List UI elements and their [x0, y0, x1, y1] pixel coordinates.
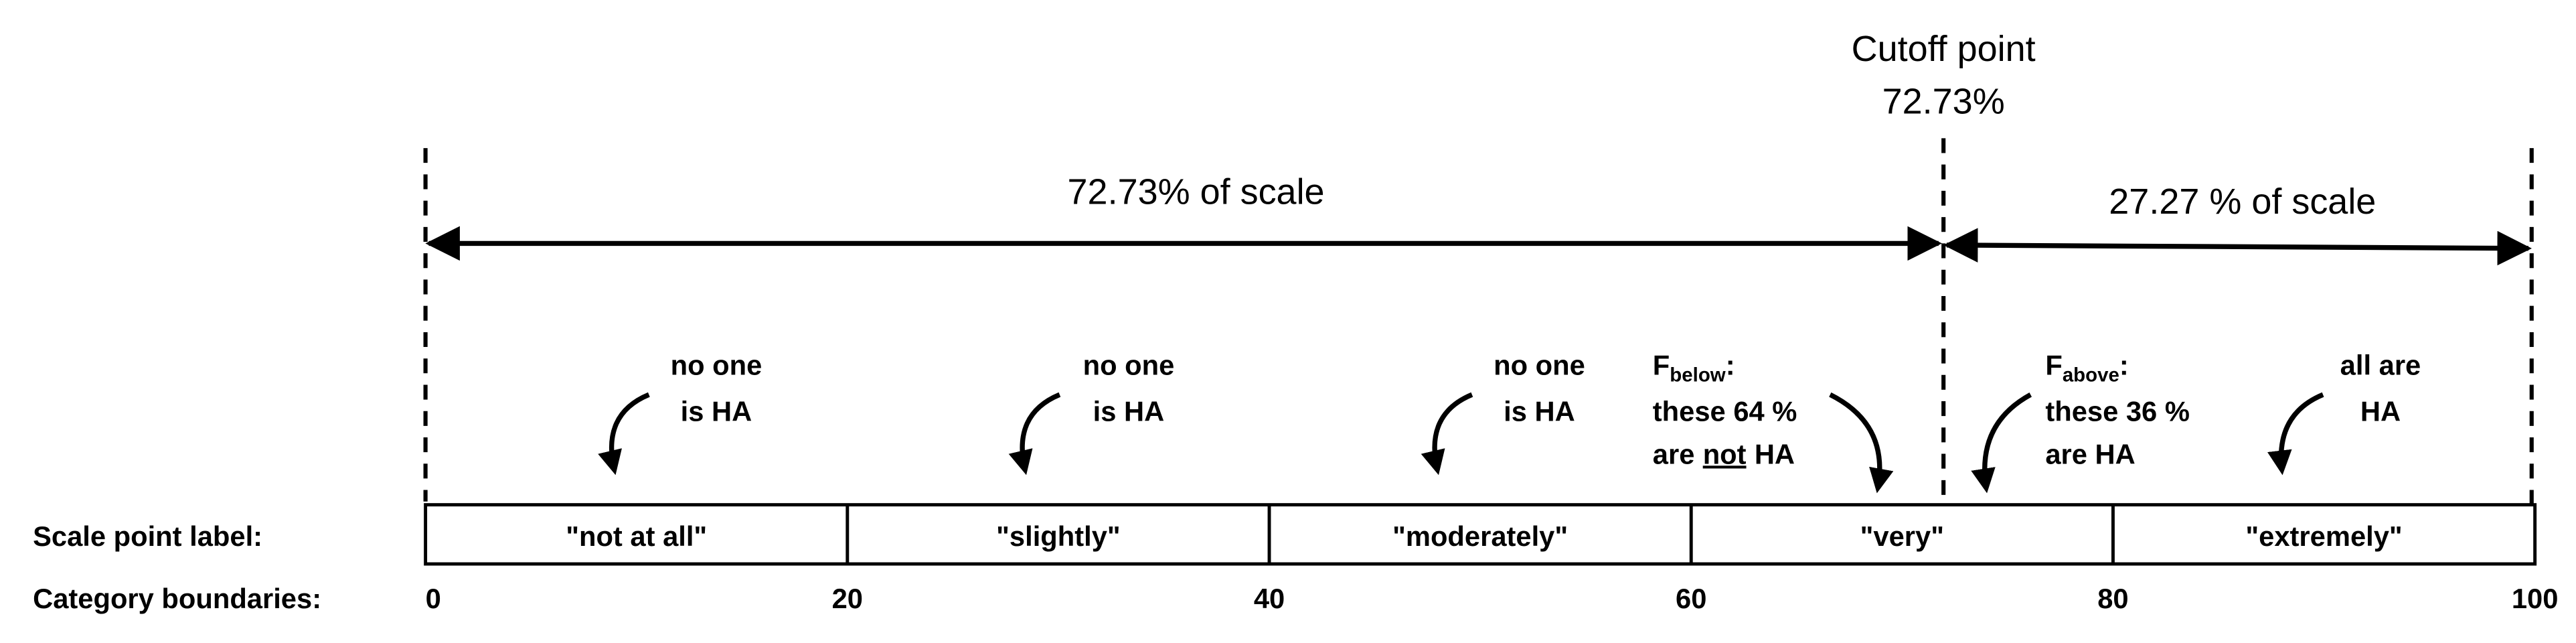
category-label: "slightly" — [996, 520, 1121, 552]
curved-arrow — [1829, 392, 1894, 494]
annotation-line: is HA — [1093, 395, 1165, 427]
colon: : — [2119, 350, 2129, 381]
boundary-label: 60 — [1676, 583, 1706, 614]
subscript: above — [2063, 364, 2119, 386]
row-label: Scale point label: — [33, 520, 262, 552]
f-above-title: Fabove: — [2045, 350, 2128, 386]
boundary-label: 80 — [2097, 583, 2128, 614]
symbol: F — [1653, 350, 1670, 381]
f-below-title: Fbelow: — [1653, 350, 1735, 386]
span-label: 72.73% of scale — [1068, 172, 1325, 212]
f-below-line: these 64 % — [1653, 395, 1797, 427]
category-label: "not at all" — [566, 520, 707, 552]
f-above-line: are HA — [2045, 438, 2135, 470]
annotation-line: no one — [1083, 350, 1175, 381]
symbol: F — [2045, 350, 2062, 381]
span-arrow — [1943, 228, 2532, 266]
annotation-line: no one — [1494, 350, 1585, 381]
curved-arrow — [1008, 392, 1061, 476]
text: HA — [1755, 438, 1795, 470]
subscript: below — [1670, 364, 1726, 386]
boundary-label: 100 — [2512, 583, 2559, 614]
row-label: Category boundaries: — [33, 583, 321, 614]
text: are — [1653, 438, 1695, 470]
annotation-line: no one — [671, 350, 762, 381]
category-label: "extremely" — [2245, 520, 2402, 552]
curved-arrow — [2267, 392, 2324, 476]
annotation-line: is HA — [1504, 395, 1575, 427]
category-label: "moderately" — [1392, 520, 1568, 552]
f-above-line: these 36 % — [2045, 395, 2190, 427]
annotation-line: all are — [2340, 350, 2421, 381]
curved-arrow — [1971, 392, 2032, 494]
curved-arrow — [598, 392, 650, 476]
boundary-label: 0 — [426, 583, 441, 614]
annotation-line: is HA — [681, 395, 752, 427]
f-below-line: are not HA — [1653, 438, 1795, 470]
emphasis: not — [1703, 438, 1747, 470]
boundary-label: 20 — [832, 583, 863, 614]
scale-bar — [424, 503, 2537, 566]
colon: : — [1726, 350, 1735, 381]
cutoff-title: Cutoff point — [1852, 29, 2036, 69]
category-label: "very" — [1860, 520, 1944, 552]
span-label: 27.27 % of scale — [2109, 182, 2376, 222]
curved-arrow — [1421, 392, 1473, 476]
boundary-label: 40 — [1254, 583, 1285, 614]
annotation-line: HA — [2360, 395, 2401, 427]
cutoff-value: 72.73% — [1882, 82, 2005, 122]
